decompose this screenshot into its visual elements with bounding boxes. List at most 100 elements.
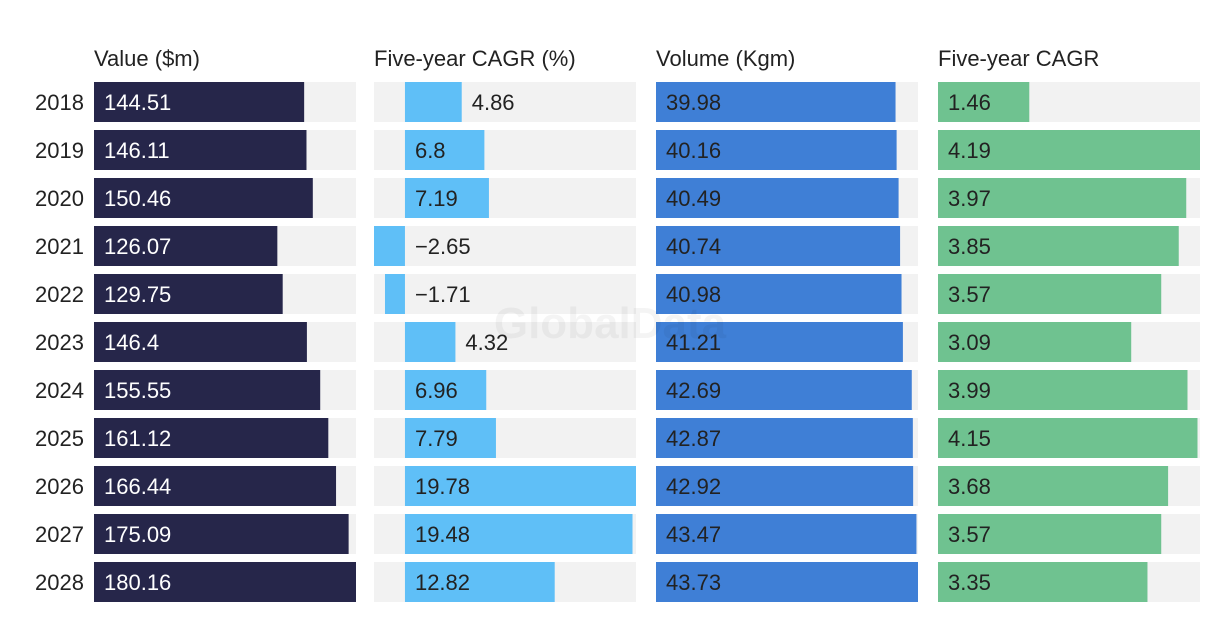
bar-value-cagr-2026 <box>404 466 636 506</box>
data-label-volume-cagr-2018: 1.46 <box>948 90 991 115</box>
data-label-volume-2019: 40.16 <box>666 138 721 163</box>
bar-volume-2028 <box>656 562 918 602</box>
panel-title-value: Value ($m) <box>94 46 200 71</box>
data-label-volume-2028: 43.73 <box>666 570 721 595</box>
bar-value-cagr-2018 <box>404 82 462 122</box>
bar-volume-cagr-2028 <box>938 562 1148 602</box>
bar-value-cagr-2020 <box>404 178 489 218</box>
year-label-2027: 2027 <box>35 522 84 547</box>
bar-value-2024 <box>94 370 321 410</box>
bar-value-cagr-2022 <box>384 274 405 314</box>
data-label-value-2027: 175.09 <box>104 522 171 547</box>
data-label-value-2022: 129.75 <box>104 282 171 307</box>
panel-volume-cagr: Five-year CAGR 1.46 4.19 3.97 3.85 3.57 3.09 3.… <box>938 46 1200 602</box>
panels: Value ($m) 144.51 146.11 150.46 126.07 129.75… <box>94 46 1200 602</box>
data-label-value-cagr-2026: 19.78 <box>415 474 470 499</box>
panel-volume: Volume (Kgm) 39.98 40.16 40.49 40.74 40.98 41.… <box>656 46 918 602</box>
bar-value-cagr-2028 <box>404 562 555 602</box>
bar-volume-cagr-2019 <box>938 130 1200 170</box>
bar-value-cagr-2023 <box>404 322 456 362</box>
bar-volume-2026 <box>656 466 914 506</box>
data-label-value-2018: 144.51 <box>104 90 171 115</box>
year-label-2026: 2026 <box>35 474 84 499</box>
bar-value-cagr-2021 <box>374 226 405 266</box>
bar-volume-cagr-2024 <box>938 370 1188 410</box>
data-label-value-2028: 180.16 <box>104 570 171 595</box>
bar-value-2026 <box>94 466 337 506</box>
data-label-volume-2021: 40.74 <box>666 234 721 259</box>
data-label-volume-cagr-2021: 3.85 <box>948 234 991 259</box>
bar-volume-cagr-2020 <box>938 178 1187 218</box>
bar-volume-cagr-2027 <box>938 514 1162 554</box>
data-label-volume-cagr-2023: 3.09 <box>948 330 991 355</box>
bar-value-cagr-2019 <box>404 130 485 170</box>
data-label-value-cagr-2028: 12.82 <box>415 570 470 595</box>
data-label-value-cagr-2021: −2.65 <box>415 234 471 259</box>
year-label-2028: 2028 <box>35 570 84 595</box>
data-label-value-cagr-2019: 6.8 <box>415 138 446 163</box>
data-label-value-2021: 126.07 <box>104 234 171 259</box>
bar-volume-cagr-2026 <box>938 466 1169 506</box>
data-label-volume-2024: 42.69 <box>666 378 721 403</box>
year-axis: 2018 2019 2020 2021 2022 2023 2024 2025 2026 2027… <box>35 90 84 595</box>
data-label-value-cagr-2022: −1.71 <box>415 282 471 307</box>
data-label-value-cagr-2024: 6.96 <box>415 378 458 403</box>
panel-value: Value ($m) 144.51 146.11 150.46 126.07 129.75… <box>94 46 356 602</box>
bar-value-2025 <box>94 418 329 458</box>
data-label-volume-cagr-2027: 3.57 <box>948 522 991 547</box>
data-label-value-2024: 155.55 <box>104 378 171 403</box>
year-label-2025: 2025 <box>35 426 84 451</box>
bar-volume-2023 <box>656 322 903 362</box>
watermark-text: GlobalData <box>494 299 727 348</box>
bar-volume-2027 <box>656 514 917 554</box>
data-label-volume-2020: 40.49 <box>666 186 721 211</box>
data-label-volume-2018: 39.98 <box>666 90 721 115</box>
bar-volume-2021 <box>656 226 901 266</box>
data-label-volume-cagr-2020: 3.97 <box>948 186 991 211</box>
bar-value-2019 <box>94 130 307 170</box>
year-label-2024: 2024 <box>35 378 84 403</box>
bar-volume-cagr-2023 <box>938 322 1132 362</box>
data-label-value-2026: 166.44 <box>104 474 171 499</box>
year-label-2018: 2018 <box>35 90 84 115</box>
panel-title-volume-cagr: Five-year CAGR <box>938 46 1099 71</box>
bar-track <box>374 274 636 314</box>
data-label-volume-cagr-2022: 3.57 <box>948 282 991 307</box>
bar-volume-2024 <box>656 370 912 410</box>
bar-value-cagr-2027 <box>404 514 633 554</box>
bar-value-2023 <box>94 322 307 362</box>
bar-value-2028 <box>94 562 356 602</box>
bar-value-cagr-2024 <box>404 370 487 410</box>
bar-volume-cagr-2025 <box>938 418 1198 458</box>
data-label-value-cagr-2027: 19.48 <box>415 522 470 547</box>
bar-volume-2022 <box>656 274 902 314</box>
data-label-volume-2023: 41.21 <box>666 330 721 355</box>
data-label-volume-cagr-2026: 3.68 <box>948 474 991 499</box>
bar-value-2022 <box>94 274 283 314</box>
data-label-volume-cagr-2024: 3.99 <box>948 378 991 403</box>
bar-volume-2025 <box>656 418 913 458</box>
data-label-value-cagr-2020: 7.19 <box>415 186 458 211</box>
year-label-2020: 2020 <box>35 186 84 211</box>
bar-volume-2020 <box>656 178 899 218</box>
year-label-2022: 2022 <box>35 282 84 307</box>
panel-title-value-cagr: Five-year CAGR (%) <box>374 46 576 71</box>
data-label-volume-2025: 42.87 <box>666 426 721 451</box>
data-label-volume-2026: 42.92 <box>666 474 721 499</box>
year-label-2021: 2021 <box>35 234 84 259</box>
bar-track <box>374 226 636 266</box>
data-label-value-2025: 161.12 <box>104 426 171 451</box>
year-label-2023: 2023 <box>35 330 84 355</box>
panel-value-cagr: Five-year CAGR (%) 4.86 6.8 7.19 −2.65 −1.71 4… <box>374 46 636 602</box>
bar-value-2020 <box>94 178 313 218</box>
bar-value-2021 <box>94 226 278 266</box>
bar-volume-2018 <box>656 82 896 122</box>
data-label-volume-2027: 43.47 <box>666 522 721 547</box>
bar-volume-cagr-2018 <box>938 82 1030 122</box>
data-label-value-2023: 146.4 <box>104 330 159 355</box>
data-label-volume-cagr-2019: 4.19 <box>948 138 991 163</box>
data-label-volume-cagr-2028: 3.35 <box>948 570 991 595</box>
data-label-value-cagr-2025: 7.79 <box>415 426 458 451</box>
bar-value-cagr-2025 <box>404 418 496 458</box>
